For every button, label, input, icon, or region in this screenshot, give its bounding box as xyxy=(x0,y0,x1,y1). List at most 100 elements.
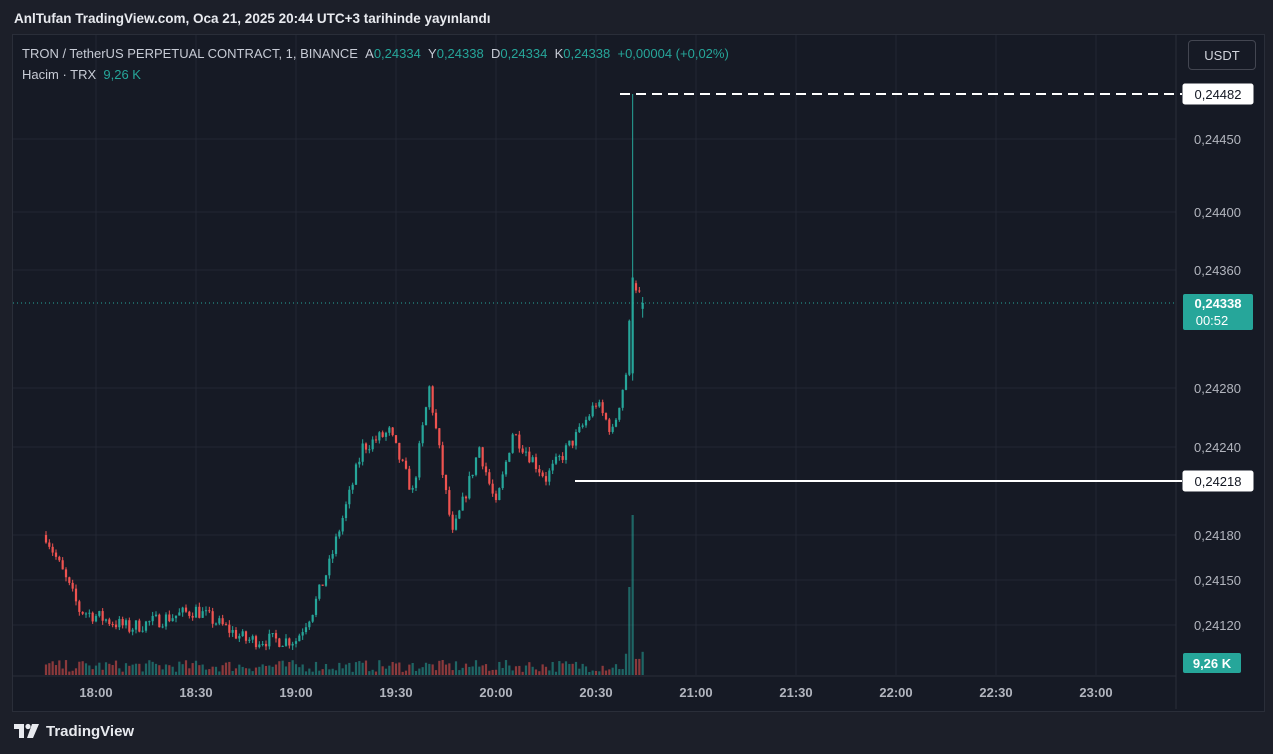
currency-button[interactable]: USDT xyxy=(1188,40,1256,70)
candle-body[interactable] xyxy=(54,552,58,557)
candle-body[interactable] xyxy=(488,472,491,484)
candle-body[interactable] xyxy=(608,419,611,432)
chart-panel[interactable] xyxy=(12,34,1265,712)
candle-body[interactable] xyxy=(324,575,328,586)
candle-body[interactable] xyxy=(194,606,198,618)
candle-body[interactable] xyxy=(384,432,388,437)
candle-body[interactable] xyxy=(538,469,541,473)
candle-body[interactable] xyxy=(554,456,558,464)
candle-body[interactable] xyxy=(428,386,431,408)
candle-body[interactable] xyxy=(311,614,314,622)
candle-body[interactable] xyxy=(198,606,201,618)
candle-body[interactable] xyxy=(71,582,74,589)
candle-body[interactable] xyxy=(458,510,461,519)
candle-body[interactable] xyxy=(514,434,518,436)
candle-body[interactable] xyxy=(231,630,234,633)
candle-body[interactable] xyxy=(378,432,381,441)
candle-body[interactable] xyxy=(431,386,434,413)
candle-body[interactable] xyxy=(138,620,141,632)
candle-body[interactable] xyxy=(494,493,498,501)
candle-body[interactable] xyxy=(104,619,108,621)
candle-body[interactable] xyxy=(641,303,644,309)
candle-body[interactable] xyxy=(591,405,594,417)
candle-body[interactable] xyxy=(68,577,71,583)
candle-body[interactable] xyxy=(188,611,191,616)
candle-body[interactable] xyxy=(584,419,588,426)
candle-body[interactable] xyxy=(161,626,164,628)
candle-body[interactable] xyxy=(134,620,138,630)
candle-body[interactable] xyxy=(394,435,398,443)
candle-body[interactable] xyxy=(78,601,81,612)
candle-body[interactable] xyxy=(304,627,308,633)
candle-body[interactable] xyxy=(468,476,471,499)
candle-body[interactable] xyxy=(434,412,438,429)
candle-body[interactable] xyxy=(368,449,371,451)
candle-body[interactable] xyxy=(421,425,424,444)
candle-body[interactable] xyxy=(121,618,124,626)
candle-body[interactable] xyxy=(48,542,51,547)
candle-body[interactable] xyxy=(601,402,604,414)
candle-body[interactable] xyxy=(178,612,181,616)
candle-body[interactable] xyxy=(578,426,581,433)
candle-body[interactable] xyxy=(464,496,468,499)
candle-body[interactable] xyxy=(118,618,121,628)
candle-body[interactable] xyxy=(614,419,618,427)
candle-body[interactable] xyxy=(548,470,551,482)
candle-body[interactable] xyxy=(448,490,451,515)
candle-body[interactable] xyxy=(508,452,511,462)
candle-body[interactable] xyxy=(461,496,464,511)
candle-body[interactable] xyxy=(244,631,248,641)
candle-body[interactable] xyxy=(168,614,171,622)
candle-body[interactable] xyxy=(284,638,288,646)
candle-body[interactable] xyxy=(171,618,174,622)
candle-body[interactable] xyxy=(154,614,158,616)
candle-body[interactable] xyxy=(381,432,384,437)
candle-body[interactable] xyxy=(201,611,204,618)
candle-body[interactable] xyxy=(424,407,428,426)
candle-body[interactable] xyxy=(108,619,111,625)
candle-body[interactable] xyxy=(588,416,591,420)
candle-body[interactable] xyxy=(211,611,214,624)
candle-body[interactable] xyxy=(534,457,538,470)
volume-label[interactable]: Hacim · TRX xyxy=(22,67,97,82)
candle-body[interactable] xyxy=(478,447,481,458)
candle-body[interactable] xyxy=(414,477,418,488)
candle-body[interactable] xyxy=(498,488,501,501)
candle-body[interactable] xyxy=(224,624,228,626)
candle-body[interactable] xyxy=(234,630,238,639)
candle-body[interactable] xyxy=(251,636,254,640)
candle-body[interactable] xyxy=(141,630,144,632)
candle-body[interactable] xyxy=(444,474,448,491)
candle-body[interactable] xyxy=(58,556,61,561)
candle-body[interactable] xyxy=(74,588,78,602)
candle-body[interactable] xyxy=(564,445,568,460)
candle-body[interactable] xyxy=(571,440,574,446)
candle-body[interactable] xyxy=(401,459,404,461)
tradingview-logo[interactable]: TradingView xyxy=(14,722,134,740)
candle-body[interactable] xyxy=(598,402,601,407)
candle-body[interactable] xyxy=(518,434,521,449)
candle-body[interactable] xyxy=(348,489,351,505)
candle-body[interactable] xyxy=(594,405,598,407)
candle-body[interactable] xyxy=(61,560,64,570)
candle-body[interactable] xyxy=(261,643,264,645)
candle-body[interactable] xyxy=(184,607,188,612)
candle-body[interactable] xyxy=(254,636,258,648)
candle-body[interactable] xyxy=(341,518,344,532)
candle-body[interactable] xyxy=(328,558,331,576)
candle-body[interactable] xyxy=(334,536,338,554)
candle-body[interactable] xyxy=(338,531,341,537)
candle-body[interactable] xyxy=(454,518,458,530)
candle-body[interactable] xyxy=(521,448,524,453)
candle-body[interactable] xyxy=(528,451,531,463)
candle-body[interactable] xyxy=(204,610,208,612)
candle-body[interactable] xyxy=(258,644,261,648)
candle-body[interactable] xyxy=(98,611,101,616)
candle-body[interactable] xyxy=(151,615,154,622)
candle-body[interactable] xyxy=(271,633,274,635)
candle-body[interactable] xyxy=(441,445,444,475)
candle-body[interactable] xyxy=(574,432,578,446)
candle-body[interactable] xyxy=(511,434,514,453)
candle-body[interactable] xyxy=(94,615,98,622)
